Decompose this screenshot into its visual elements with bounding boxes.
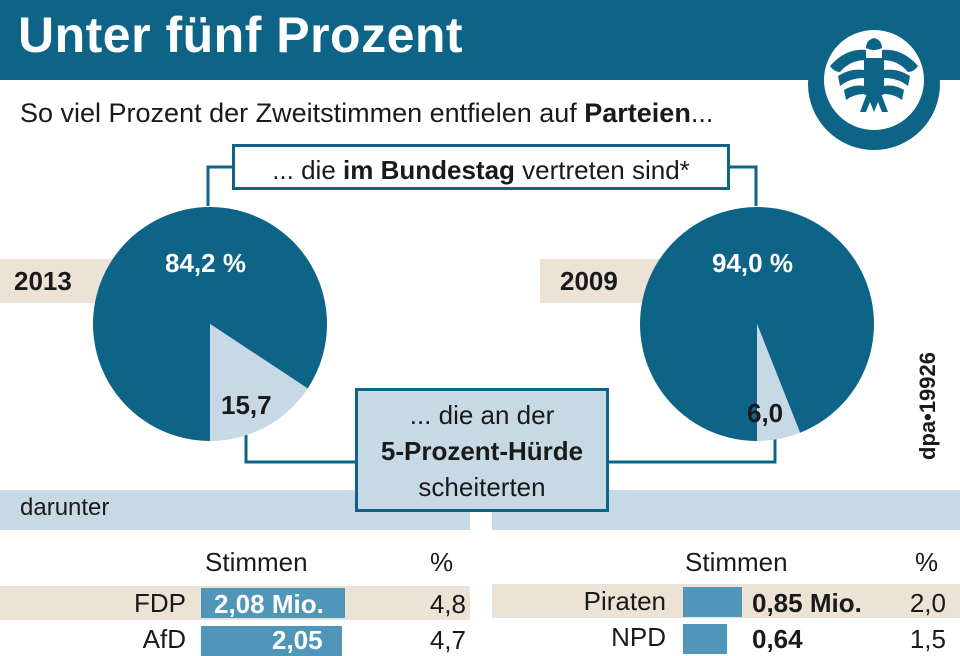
bundestag-eagle-icon	[808, 18, 940, 150]
upper-callout: ... die im Bundestag vertreten sind*	[232, 144, 730, 190]
pie-slice-small-2009	[757, 324, 801, 441]
left-col-pct: %	[430, 547, 454, 577]
upper-callout-prefix: ... die	[272, 155, 344, 185]
subtitle-bold: Parteien	[584, 98, 691, 128]
table-row-pct: 2,0	[909, 588, 946, 618]
title-banner	[0, 0, 960, 80]
lower-callout: ... die an der 5-Prozent-Hürde scheitert…	[355, 388, 609, 512]
table-row-party: NPD	[611, 622, 666, 652]
vote-bar-label: 0,85 Mio.	[752, 588, 862, 618]
credit: dpa•19926	[915, 352, 940, 460]
lower-callout-line2: 5-Prozent-Hürde	[380, 436, 584, 466]
table-row-pct: 4,7	[429, 625, 466, 655]
page-title: Unter fünf Prozent	[18, 7, 464, 63]
darunter-label: darunter	[20, 494, 110, 521]
right-col-pct: %	[915, 547, 939, 577]
table-row-pct: 4,8	[429, 589, 466, 619]
pie-charts	[92, 206, 875, 441]
vote-bar	[683, 624, 728, 654]
pie-slice-small-2013	[210, 324, 308, 441]
vote-bar	[201, 588, 345, 618]
pie-slice-main-2009	[640, 206, 875, 441]
pie-2013-small-label: 15,7	[221, 390, 272, 420]
pie-2013-main-label: 84,2 %	[165, 248, 246, 278]
vote-bar-label: 2,08 Mio.	[214, 589, 324, 619]
lower-callout-line1: ... die an der	[409, 400, 555, 430]
pie-2009-small-label: 6,0	[747, 398, 784, 428]
pie-2009-main-label: 94,0 %	[712, 248, 793, 278]
connector-lines	[206, 165, 777, 464]
left-col-stimmen: Stimmen	[205, 547, 308, 577]
subtitle-suffix: ...	[690, 98, 714, 128]
vote-bar	[683, 587, 742, 617]
table-row-party: FDP	[134, 588, 186, 618]
subtitle: So viel Prozent der Zweitstimmen entfiel…	[20, 98, 713, 129]
upper-callout-bold: im Bundestag	[343, 155, 515, 185]
subtitle-text: So viel Prozent der Zweitstimmen entfiel…	[20, 98, 585, 128]
table-row-party: Piraten	[583, 586, 666, 616]
lower-callout-line3: scheiterten	[418, 472, 546, 502]
vote-bar-label: 2,05	[272, 625, 323, 655]
right-col-stimmen: Stimmen	[685, 547, 788, 577]
upper-callout-suffix: vertreten sind*	[514, 155, 690, 185]
